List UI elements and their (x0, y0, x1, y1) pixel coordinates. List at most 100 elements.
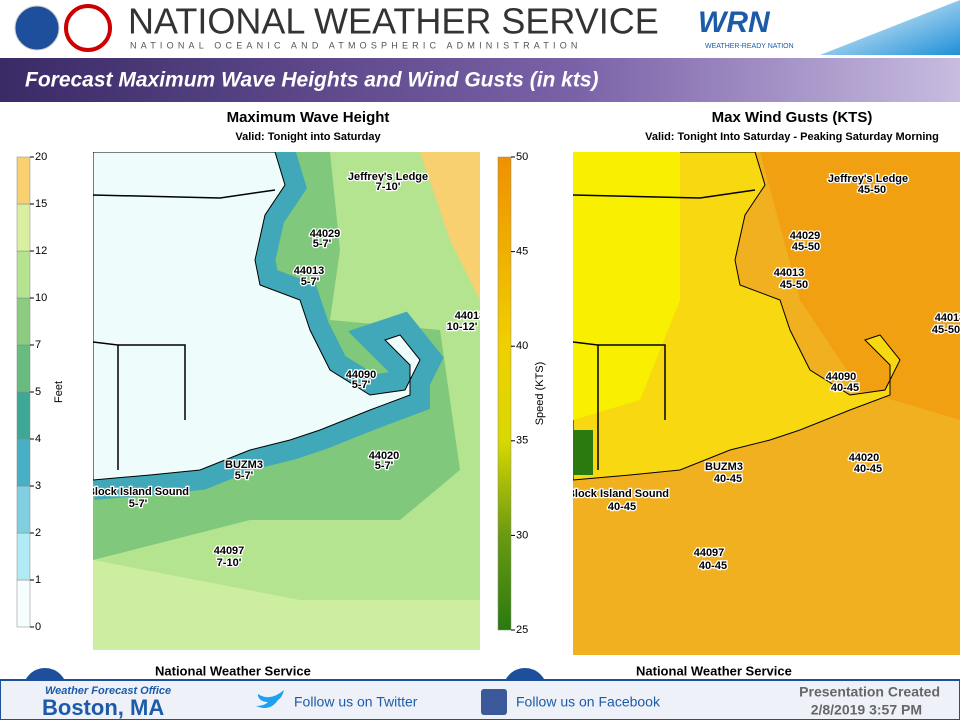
panel-subtitle: Valid: Tonight Into Saturday - Peaking S… (645, 131, 939, 143)
ocean-band (420, 152, 480, 300)
colorbar-tick-label: 10 (35, 292, 47, 304)
colorbar-tick-label: 20 (35, 151, 47, 163)
colorbar-tick-label: 0 (35, 621, 41, 633)
station-name: 44097 (694, 547, 725, 559)
colorbar-segment (16, 203, 31, 252)
office-name: Boston, MA (42, 695, 164, 720)
gust-zone (760, 152, 960, 420)
colorbar-segment (16, 579, 31, 628)
station-name: 44020 (849, 452, 880, 464)
panel-subtitle: Valid: Tonight into Saturday (235, 131, 381, 143)
colorbar-segment (16, 250, 31, 299)
colorbar-tick-label: 7 (35, 339, 41, 351)
facebook-link[interactable]: Follow us on Facebook (516, 694, 661, 710)
station-value: 40-45 (608, 501, 636, 513)
header-title: NATIONAL WEATHER SERVICE (128, 1, 659, 42)
state-border (598, 344, 666, 420)
twitter-icon[interactable] (256, 690, 284, 708)
colorbar-tick-label: 25 (516, 624, 528, 636)
station-value: 7-10' (217, 557, 242, 569)
colorbar-tick-label: 5 (35, 386, 41, 398)
panel-title: Maximum Wave Height (227, 109, 390, 126)
colorbar-tick-label: 35 (516, 435, 528, 447)
station-value: 45-50 (932, 324, 960, 336)
station-value: 5-7' (235, 470, 254, 482)
gust-zone (573, 152, 680, 420)
station-labels: Jeffrey's Ledge7-10'440295-7'440135-7'44… (87, 170, 486, 571)
wave-map (93, 152, 480, 650)
station-name: 44013 (774, 267, 805, 279)
header-swoosh (820, 0, 960, 55)
colorbar-tick-label: 4 (35, 433, 41, 445)
twitter-link[interactable]: Follow us on Twitter (294, 694, 418, 710)
nws-logo (64, 4, 112, 52)
banner-title: Forecast Maximum Wave Heights and Wind G… (25, 69, 599, 92)
colorbar-tick-label: 50 (516, 151, 528, 163)
colorbar-tick-label: 1 (35, 574, 41, 586)
station-name: BUZM3 (225, 459, 263, 471)
colorbar-segment (16, 391, 31, 440)
created-label: Presentation Created (799, 684, 940, 700)
station-value: 5-7' (301, 276, 320, 288)
station-name: 44097 (214, 545, 245, 557)
panel-footer-text: National Weather Service (636, 663, 792, 678)
gust-zone (573, 430, 593, 475)
panel-footer-text: National Weather Service (155, 663, 311, 678)
colorbar-tick-label: 45 (516, 246, 528, 258)
ocean-band (93, 560, 480, 650)
station-value: 5-7' (352, 379, 371, 391)
station-value: 5-7' (313, 238, 332, 250)
state-border (573, 189, 756, 199)
wrn-caption: WEATHER-READY NATION (705, 43, 794, 50)
colorbar-segment (16, 438, 31, 487)
station-name: 44020 (369, 450, 400, 462)
station-value: 45-50 (858, 184, 886, 196)
facebook-icon[interactable] (481, 689, 507, 715)
colorbar-tick-label: 15 (35, 198, 47, 210)
station-value: 10-12' (447, 321, 478, 333)
station-labels: Jeffrey's Ledge45-504402945-504401345-50… (567, 172, 960, 574)
colorbar-tick-label: 12 (35, 245, 47, 257)
colorbar-tick-label: 3 (35, 480, 41, 492)
station-name: BUZM3 (705, 461, 743, 473)
colorbar-tick-label: 30 (516, 529, 528, 541)
station-value: 40-45 (831, 382, 859, 394)
colorbar-label: Speed (KTS) (534, 362, 546, 426)
colorbar (497, 156, 512, 631)
station-value: 40-45 (714, 473, 742, 485)
station-name: Jeffrey's Ledge (828, 173, 908, 185)
panel-title: Max Wind Gusts (KTS) (712, 109, 873, 126)
state-border (93, 189, 276, 199)
state-border (118, 344, 186, 420)
colorbar-segment (16, 485, 31, 534)
colorbar-segment (16, 532, 31, 581)
station-name: 44018 (455, 310, 486, 322)
banner (0, 58, 960, 102)
station-value: 5-7' (129, 498, 148, 510)
colorbar-label: Feet (53, 381, 65, 403)
colorbar-segment (16, 344, 31, 393)
station-name: Jeffrey's Ledge (348, 171, 428, 183)
colorbar-tick-label: 40 (516, 340, 528, 352)
station-name: Block Island Sound (87, 486, 189, 498)
station-name: 44090 (346, 369, 377, 381)
station-value: 45-50 (792, 241, 820, 253)
station-value: 40-45 (854, 463, 882, 475)
wind-map (573, 152, 960, 655)
footer (0, 679, 960, 720)
station-name: 44018 (935, 312, 960, 324)
created-date: 2/8/2019 3:57 PM (811, 702, 922, 718)
station-value: 40-45 (699, 560, 727, 572)
colorbar-tick-label: 2 (35, 527, 41, 539)
office-caption: Weather Forecast Office (45, 685, 171, 697)
station-name: Block Island Sound (567, 488, 669, 500)
land (93, 152, 421, 481)
noaa-logo (14, 5, 60, 51)
station-name: 44090 (826, 371, 857, 383)
colorbar-segment (16, 156, 31, 205)
station-name: 44029 (310, 228, 341, 240)
station-name: 44029 (790, 230, 821, 242)
station-value: 7-10' (376, 181, 401, 193)
station-name: 44013 (294, 265, 325, 277)
